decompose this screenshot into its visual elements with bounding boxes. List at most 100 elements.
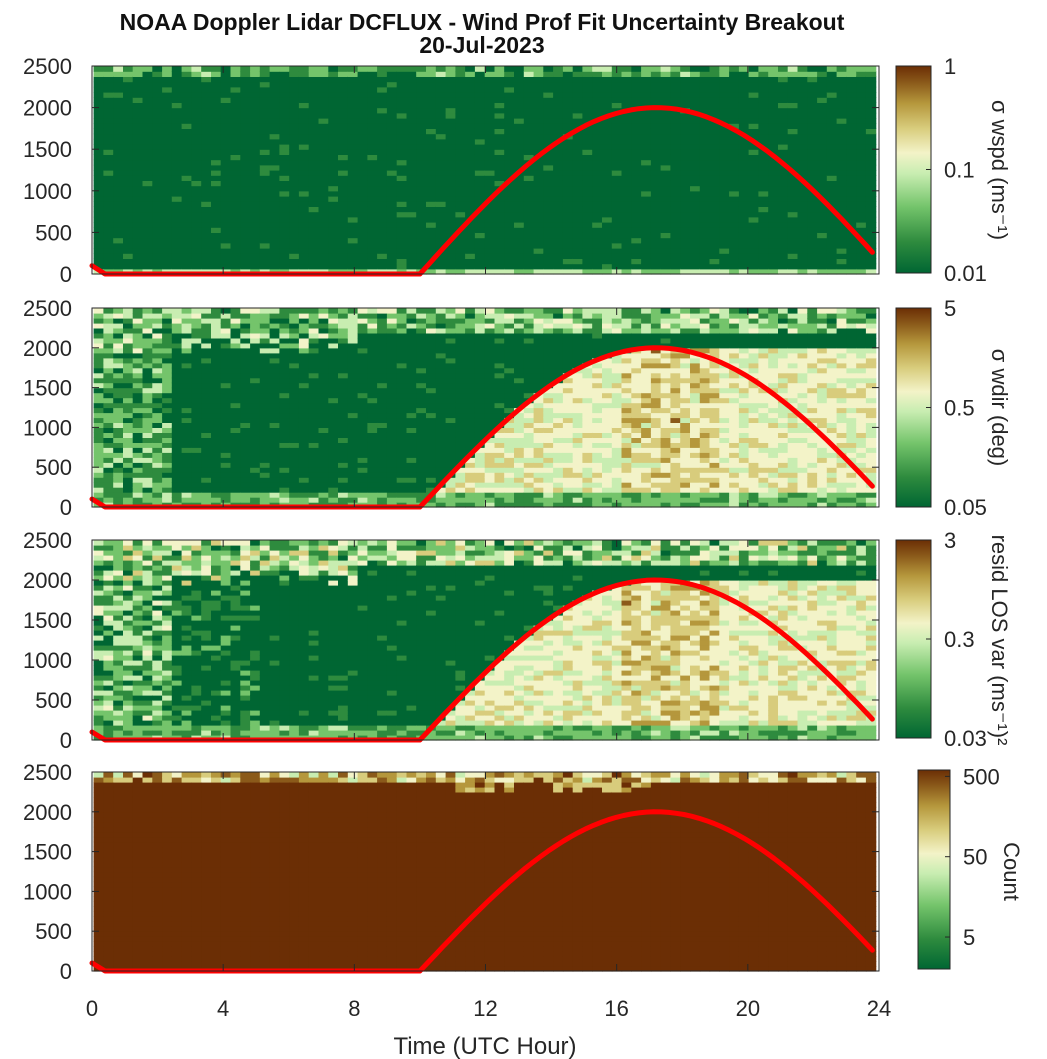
heatmap-cell <box>494 432 505 438</box>
heatmap-cell <box>729 107 740 114</box>
heatmap-cell <box>279 227 290 233</box>
heatmap-cell <box>113 407 124 414</box>
heatmap-cell <box>455 387 466 394</box>
heatmap-cell <box>660 118 671 124</box>
heatmap-cell <box>738 76 750 83</box>
heatmap-cell <box>621 185 632 192</box>
heatmap-cell <box>338 185 349 192</box>
heatmap-cell <box>719 107 730 114</box>
heatmap-cell <box>553 216 564 223</box>
heatmap-cell <box>426 154 437 161</box>
heatmap-cell <box>328 452 339 458</box>
heatmap-cell <box>152 382 163 389</box>
heatmap-cell <box>465 402 476 409</box>
heatmap-cell <box>729 102 740 109</box>
heatmap-cell <box>553 149 564 155</box>
heatmap-cell <box>298 462 310 468</box>
heatmap-cell <box>807 107 818 114</box>
heatmap-cell <box>631 248 642 254</box>
heatmap-cell <box>211 382 222 389</box>
heatmap-cell <box>201 211 212 218</box>
heatmap-cell <box>514 442 525 448</box>
heatmap-cell <box>162 397 173 404</box>
heatmap-cell <box>259 211 271 218</box>
heatmap-cell <box>142 318 153 324</box>
heatmap-cell <box>328 76 339 83</box>
heatmap-cell <box>220 112 232 119</box>
heatmap-cell <box>621 258 632 265</box>
heatmap-cell <box>367 487 378 493</box>
heatmap-cell <box>240 263 251 270</box>
heatmap-cell <box>426 308 437 314</box>
heatmap-cell <box>504 144 515 150</box>
heatmap-cell <box>817 232 828 239</box>
heatmap-cell <box>543 196 554 202</box>
heatmap-cell <box>367 123 378 129</box>
heatmap-cell <box>338 263 349 270</box>
heatmap-cell <box>250 81 261 88</box>
heatmap-cell <box>562 128 574 135</box>
heatmap-cell <box>377 452 388 458</box>
heatmap-cell <box>211 477 222 483</box>
heatmap-cell <box>211 332 222 339</box>
heatmap-cell <box>211 97 222 103</box>
heatmap-cell <box>142 412 153 419</box>
heatmap-cell <box>650 185 662 192</box>
heatmap-cell <box>621 71 632 77</box>
heatmap-cell <box>142 242 153 249</box>
heatmap-cell <box>220 175 232 181</box>
heatmap-cell <box>445 492 456 498</box>
heatmap-cell <box>103 457 114 463</box>
heatmap-cell <box>846 159 857 166</box>
heatmap-cell <box>220 308 232 314</box>
heatmap-cell <box>865 258 877 265</box>
heatmap-cell <box>93 367 104 374</box>
heatmap-cell <box>474 263 486 270</box>
heatmap-cell <box>191 248 202 254</box>
heatmap-cell <box>817 81 828 88</box>
heatmap-cell <box>279 332 290 339</box>
heatmap-cell <box>201 175 212 181</box>
heatmap-cell <box>474 407 486 414</box>
heatmap-cell <box>807 216 818 223</box>
heatmap-cell <box>308 149 320 155</box>
heatmap-cell <box>347 472 359 478</box>
heatmap-cell <box>250 248 261 254</box>
heatmap-cell <box>455 337 466 344</box>
heatmap-cell <box>230 66 241 72</box>
heatmap-cell <box>817 66 828 72</box>
heatmap-cell <box>347 457 359 463</box>
heatmap-cell <box>240 180 251 187</box>
heatmap-cell <box>142 407 153 414</box>
heatmap-cell <box>142 327 153 334</box>
heatmap-cell <box>817 128 828 135</box>
heatmap-cell <box>426 237 437 244</box>
heatmap-cell <box>347 447 359 453</box>
heatmap-cell <box>426 472 437 478</box>
heatmap-cell <box>240 154 251 161</box>
heatmap-cell <box>699 144 711 150</box>
heatmap-cell <box>132 372 144 379</box>
heatmap-cell <box>357 185 368 192</box>
heatmap-cell <box>553 97 564 103</box>
heatmap-cell <box>836 206 847 213</box>
heatmap-cell <box>543 190 554 197</box>
heatmap-cell <box>181 362 192 369</box>
heatmap-cell <box>289 211 300 218</box>
heatmap-cell <box>435 222 447 228</box>
heatmap-cell <box>768 159 779 166</box>
heatmap-cell <box>191 185 202 192</box>
heatmap-cell <box>123 86 134 93</box>
heatmap-cell <box>680 138 691 145</box>
heatmap-cell <box>93 327 104 334</box>
heatmap-cell <box>826 211 838 218</box>
heatmap-cell <box>269 462 280 468</box>
heatmap-cell <box>504 253 515 259</box>
heatmap-cell <box>494 248 505 254</box>
heatmap-cell <box>259 313 271 319</box>
heatmap-cell <box>152 402 163 409</box>
heatmap-cell <box>435 352 447 359</box>
heatmap-cell <box>748 206 759 213</box>
heatmap-cell <box>298 66 310 72</box>
heatmap-cell <box>289 248 300 254</box>
